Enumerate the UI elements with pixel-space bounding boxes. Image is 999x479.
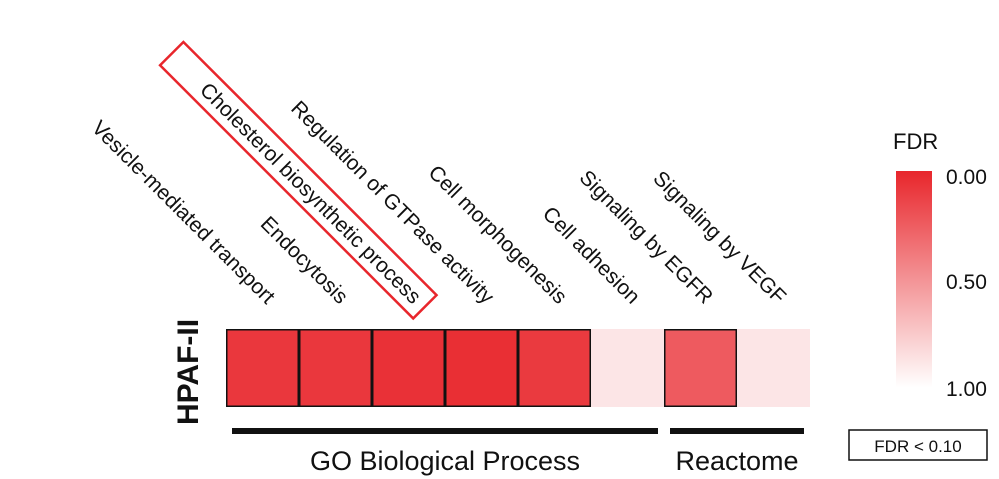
colorbar-gradient [896,171,932,388]
column-label-cell-morphogenesis: Cell morphogenesis [424,161,572,309]
heatmap-cell-cell-adhesion [591,329,664,407]
significance-legend-text: FDR < 0.10 [874,437,961,456]
heatmap-cell-regulation-of-gtpase-activity [445,329,518,407]
colorbar-tick-label: 1.00 [946,378,987,401]
heatmap-cell-signaling-by-vegf [737,329,810,407]
colorbar-tick-label: 0.50 [946,271,987,294]
group-axis: GO Biological Process Reactome [232,428,804,476]
colorbar: FDR 0.00 0.50 1.00 [893,129,987,401]
heatmap-cell-cholesterol-biosynthetic-process [372,329,445,407]
significance-legend: FDR < 0.10 [848,429,988,461]
heatmap-cell-signaling-by-egfr [664,329,737,407]
heatmap-cells [226,329,810,407]
column-labels: Vesicle-mediated transportEndocytosisCho… [87,40,790,321]
heatmap-cell-cell-morphogenesis [518,329,591,407]
colorbar-title: FDR [893,129,938,154]
column-label-signaling-by-vegf: Signaling by VEGF [648,167,790,309]
significance-legend-box [848,429,988,461]
highlight-box [158,40,439,321]
group-label-go-biological-process: GO Biological Process [310,446,580,476]
group-label-reactome: Reactome [675,446,798,476]
heatmap-cell-endocytosis [299,329,372,407]
column-label-signaling-by-egfr: Signaling by EGFR [575,166,718,309]
colorbar-tick-label: 0.00 [946,166,987,189]
row-label: HPAF-II [172,319,205,425]
heatmap-cell-vesicle-mediated-transport [226,329,299,407]
